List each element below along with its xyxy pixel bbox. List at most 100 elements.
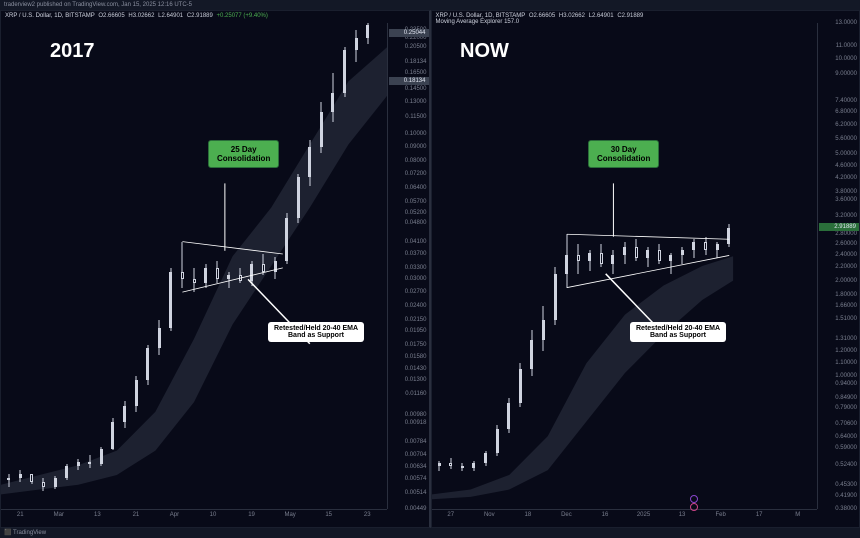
y-tick: 0.08000 (389, 158, 427, 164)
y-tick: 6.20000 (819, 122, 857, 128)
y-tick: 0.10000 (389, 131, 427, 137)
y-tick: 3.20000 (819, 213, 857, 219)
y-tick: 2.40000 (819, 252, 857, 258)
y-tick: 0.84900 (819, 395, 857, 401)
y-tick: 1.51000 (819, 316, 857, 322)
y-tick: 0.16500 (389, 70, 427, 76)
chart-area-right[interactable] (432, 23, 818, 509)
x-axis-right: 27Nov18Dec16202513Feb17M (432, 509, 818, 527)
x-tick: 13 (94, 512, 101, 518)
y-tick: 0.01950 (389, 328, 427, 334)
consolidation-label-2017: 25 DayConsolidation (208, 140, 279, 168)
consolidation-label-now: 30 DayConsolidation (588, 140, 659, 168)
y-tick: 0.41900 (819, 493, 857, 499)
y-tick: 0.01300 (389, 377, 427, 383)
y-tick: 1.00000 (819, 373, 857, 379)
x-tick: 27 (447, 512, 454, 518)
y-tick: 0.03300 (389, 265, 427, 271)
y-tick: 6.80000 (819, 109, 857, 115)
y-tick: 2.20000 (819, 264, 857, 270)
y-tick: 0.02700 (389, 289, 427, 295)
ema-support-label-2017: Retested/Held 20-40 EMABand as Support (268, 322, 364, 342)
y-tick: 13.0000 (819, 20, 857, 26)
x-tick: 21 (17, 512, 24, 518)
y-tick: 0.01580 (389, 354, 427, 360)
x-tick: M (795, 512, 800, 518)
y-axis-right: 13.0000 11.0000 10.0000 9.00000 7.40000 6.800… (817, 23, 859, 509)
y-tick: 0.52400 (819, 462, 857, 468)
y-tick: 0.00980 (389, 412, 427, 418)
y-tick: 1.31000 (819, 336, 857, 342)
x-tick: 21 (133, 512, 140, 518)
x-tick: 19 (248, 512, 255, 518)
y-tick: 1.66000 (819, 303, 857, 309)
y-tick: 0.05200 (389, 210, 427, 216)
y-tick: 0.64000 (819, 434, 857, 440)
publish-text: traderview2 published on TradingView.com… (4, 2, 192, 8)
y-tick: 2.60000 (819, 241, 857, 247)
y-tick: 0.03000 (389, 276, 427, 282)
y-tick: 3.80000 (819, 189, 857, 195)
symbol-label: XRP / U.S. Dollar, 1D, BITSTAMP (5, 13, 95, 19)
y-tick: 1.20000 (819, 348, 857, 354)
y-tick: 10.0000 (819, 56, 857, 62)
y-tick: 3.60000 (819, 197, 857, 203)
y-tick: 0.01430 (389, 366, 427, 372)
y-tick: 0.06400 (389, 185, 427, 191)
y-tick: 0.00574 (389, 476, 427, 482)
x-tick: 13 (679, 512, 686, 518)
y-tick: 0.00634 (389, 464, 427, 470)
ema-support-label-now: Retested/Held 20-40 EMABand as Support (630, 322, 726, 342)
y-tick: 11.0000 (819, 43, 857, 49)
y-tick: 5.00000 (819, 151, 857, 157)
x-tick: 15 (325, 512, 332, 518)
y-tick: 0.07200 (389, 171, 427, 177)
y-tick: 0.02150 (389, 317, 427, 323)
y-axis-left: 0.235000.220000.205000.181340.165000.145… (387, 23, 429, 509)
watermark-icon: ⬛ (4, 530, 13, 536)
y-tick: 0.13000 (389, 99, 427, 105)
x-tick: Feb (715, 512, 725, 518)
y-tick: 0.18134 (389, 59, 427, 65)
y-tick: 0.00449 (389, 506, 427, 512)
y-tick: 0.20500 (389, 44, 427, 50)
x-tick: 23 (364, 512, 371, 518)
y-tick: 0.04800 (389, 220, 427, 226)
chart-panel-now: XRP / U.S. Dollar, 1D, BITSTAMP O2.66605… (431, 10, 860, 528)
publish-bar: traderview2 published on TradingView.com… (0, 0, 860, 10)
y-tick: 0.00704 (389, 452, 427, 458)
x-tick: Nov (484, 512, 495, 518)
y-tick: 0.70600 (819, 421, 857, 427)
y-tick: 1.80000 (819, 292, 857, 298)
y-tick: 2.00000 (819, 278, 857, 284)
y-tick: 0.01750 (389, 342, 427, 348)
y-tick: 1.10000 (819, 360, 857, 366)
x-tick: Dec (561, 512, 572, 518)
y-tick: 0.03700 (389, 251, 427, 257)
y-tick: 0.14500 (389, 86, 427, 92)
y-tick: 0.01160 (389, 391, 427, 397)
y-tick: 4.60000 (819, 163, 857, 169)
y-tick: 0.00784 (389, 439, 427, 445)
y-tick: 0.79000 (819, 405, 857, 411)
charts-container: XRP / U.S. Dollar, 1D, BITSTAMP O2.66605… (0, 10, 860, 528)
y-tick: 2.80000 (819, 231, 857, 237)
chart-panel-2017: XRP / U.S. Dollar, 1D, BITSTAMP O2.66605… (0, 10, 431, 528)
x-tick: 10 (210, 512, 217, 518)
y-tick: 5.60000 (819, 136, 857, 142)
x-tick: 16 (602, 512, 609, 518)
y-tick: 0.00918 (389, 420, 427, 426)
y-tick: 0.94000 (819, 381, 857, 387)
y-tick: 0.09000 (389, 144, 427, 150)
y-tick: 0.05700 (389, 199, 427, 205)
x-tick: Mar (54, 512, 64, 518)
chart-area-left[interactable] (1, 23, 387, 509)
y-tick: 0.02400 (389, 303, 427, 309)
y-tick: 9.00000 (819, 71, 857, 77)
price-marker: 0.18134 (389, 77, 429, 85)
x-tick: May (284, 512, 295, 518)
y-tick: 7.40000 (819, 98, 857, 104)
chart-header-left: XRP / U.S. Dollar, 1D, BITSTAMP O2.66605… (5, 13, 268, 19)
y-tick: 0.00514 (389, 490, 427, 496)
x-tick: 2025 (637, 512, 650, 518)
